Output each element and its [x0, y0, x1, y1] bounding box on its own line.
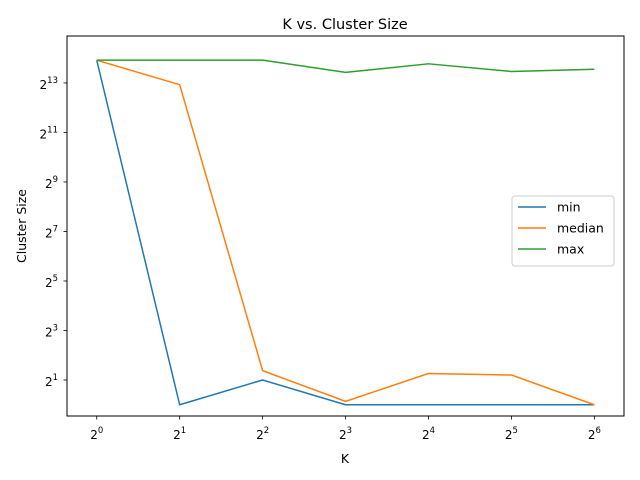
series-line-min	[96, 59, 595, 406]
legend-label-min: min	[557, 200, 581, 215]
y-tick-label: 27	[45, 224, 58, 240]
y-tick-label: 23	[45, 323, 58, 339]
chart-title: K vs. Cluster Size	[282, 17, 407, 33]
x-tick-label: 21	[173, 426, 186, 442]
x-axis-ticks: 20 21 22 23 24 25 26	[90, 416, 601, 442]
x-tick-label: 20	[90, 426, 103, 442]
y-tick-label: 29	[45, 175, 58, 191]
x-tick-label: 26	[588, 426, 601, 442]
y-tick-label: 213	[40, 76, 58, 92]
y-axis-ticks: 21 23 25 27 29 211 213	[40, 76, 67, 389]
series-line-max	[96, 59, 595, 74]
legend: min median max	[511, 195, 615, 267]
legend-label-max: max	[557, 242, 584, 257]
x-axis-label: K	[341, 451, 350, 466]
y-axis-label: Cluster Size	[14, 189, 29, 263]
legend-label-median: median	[557, 221, 604, 236]
x-tick-label: 24	[422, 426, 435, 442]
series-layer	[96, 59, 595, 406]
x-tick-label: 22	[256, 426, 269, 442]
y-tick-label: 21	[45, 373, 58, 389]
y-tick-label: 25	[45, 274, 58, 290]
y-tick-label: 211	[40, 125, 58, 141]
x-tick-label: 23	[339, 426, 352, 442]
series-line-median	[96, 59, 595, 406]
x-tick-label: 25	[505, 426, 518, 442]
